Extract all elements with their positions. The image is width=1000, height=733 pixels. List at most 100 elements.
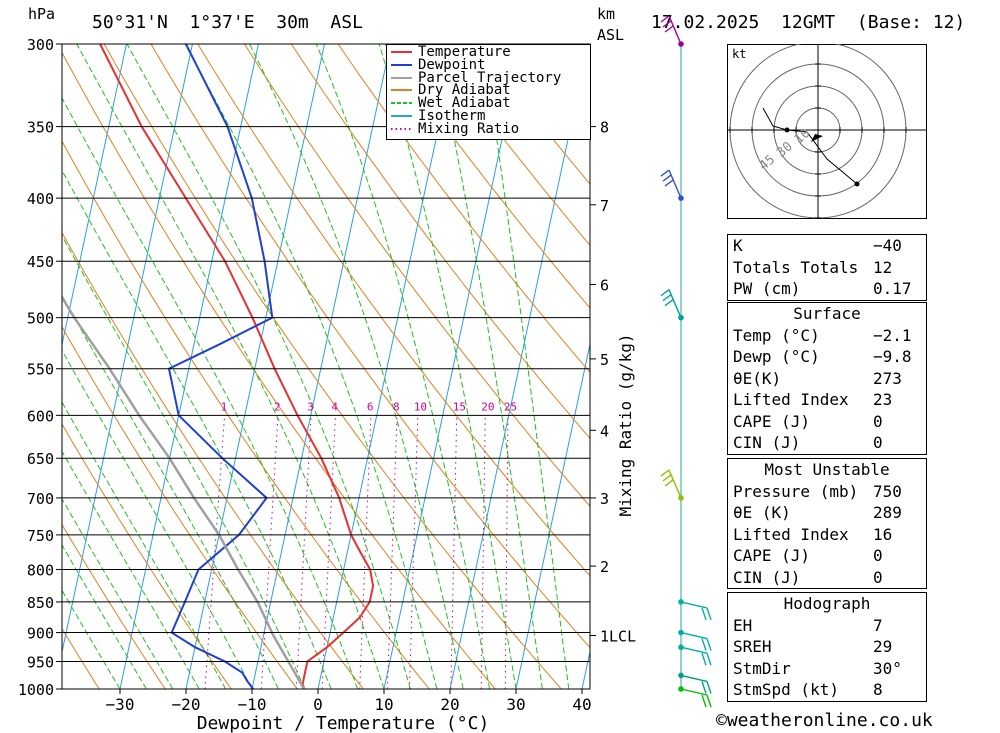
dry-adiabat-line [150, 44, 590, 649]
dewpoint-profile [167, 44, 274, 689]
legend-item: Isotherm [390, 108, 486, 124]
hodograph-frame [727, 44, 927, 219]
surface-title: Surface [793, 304, 861, 323]
index-row: K −40 [728, 235, 926, 257]
wind-barb-feather [701, 638, 707, 651]
wind-barb [680, 601, 712, 621]
index-key: Totals Totals [733, 257, 859, 277]
dry-adiabat-line [337, 44, 590, 374]
index-row: Pressure (mb) 750 [728, 481, 926, 503]
index-value: 750 [873, 481, 902, 501]
wind-barb-staff [668, 169, 682, 199]
legend-swatch [391, 63, 412, 66]
wet-adiabat-line [62, 544, 147, 689]
dry-adiabat-line [712, 44, 720, 689]
index-key: Lifted Index [733, 390, 849, 409]
hodograph-point [784, 127, 790, 133]
dry-adiabat-line [290, 44, 590, 440]
index-key: θE(K) [733, 368, 782, 388]
wind-barb-feather [664, 179, 674, 187]
index-value: 289 [873, 503, 902, 522]
legend-swatch [391, 102, 412, 105]
temperature-tick-label: 30 [506, 695, 525, 714]
pressure-tick-label: 1000 [18, 681, 54, 699]
asl-label: ASL [597, 26, 625, 44]
dry-adiabat-line [62, 140, 430, 689]
pressure-tick-label: 850 [27, 594, 54, 612]
mixing-ratio-label: 15 [453, 400, 466, 413]
legend-label: Isotherm [418, 108, 486, 124]
wet-adiabat-line [433, 44, 543, 689]
wind-barb-staff [668, 289, 682, 318]
altitude-tick-label: 6 [600, 277, 609, 295]
legend-swatch [391, 89, 412, 92]
mixing-ratio-label: 25 [504, 400, 517, 413]
pressure-tick-label: 600 [27, 407, 54, 425]
pressure-tick-label: 900 [27, 625, 54, 643]
wind-barb-feather [660, 289, 670, 297]
index-row: SREH 29 [728, 636, 926, 658]
temperature-tick-label: 40 [572, 695, 591, 714]
index-key: CAPE (J) [733, 411, 811, 431]
index-key: Pressure (mb) [733, 481, 859, 501]
header: hPa 50°31'N 1°37'E 30m ASL km ASL 17.02.… [0, 0, 1000, 44]
wind-barb-feather [662, 174, 672, 182]
wind-barb-feather [660, 15, 670, 23]
pressure-tick-label: 500 [27, 310, 54, 328]
legend-item: Temperature [390, 44, 511, 60]
wind-barb [660, 169, 682, 199]
legend-swatch [391, 51, 412, 53]
wind-barb-staff [680, 631, 708, 640]
wind-barb [660, 469, 682, 499]
most-unstable-title: Most Unstable [764, 460, 890, 479]
pressure-tick-label: 950 [27, 654, 54, 672]
wind-barb-staff [680, 601, 708, 609]
index-row: θE(K) 273 [728, 368, 926, 390]
pressure-tick-label: 750 [27, 527, 54, 545]
altitude-tick-label: 5 [600, 351, 609, 369]
index-key: StmSpd (kt) [733, 680, 839, 699]
legend-label: Temperature [418, 44, 511, 60]
wet-adiabat-line [481, 44, 570, 689]
index-row: PW (cm) 0.17 [728, 278, 926, 300]
index-key: PW (cm) [733, 279, 801, 298]
wind-barb-staff [668, 15, 682, 45]
footer-credit[interactable]: ©weatheronline.co.uk [716, 710, 933, 731]
legend-label: Dry Adiabat [418, 82, 511, 99]
wet-adiabat-line [62, 234, 306, 689]
index-row: CAPE (J) 0 [728, 545, 926, 567]
hodograph-unit: kt [732, 47, 746, 61]
x-axis-title: Dewpoint / Temperature (°C) [197, 713, 490, 733]
mixing-ratio-line [260, 415, 279, 689]
mixing-ratio-label: 20 [481, 400, 494, 413]
legend-item: Dry Adiabat [390, 82, 511, 99]
wind-barb-feather [664, 479, 674, 487]
wind-barb-feather [706, 607, 712, 621]
altitude-tick-label: 1LCL [600, 628, 636, 646]
wind-barb-feather [660, 169, 670, 177]
index-row: StmDir 30° [728, 658, 926, 680]
wind-barb-staff [668, 469, 682, 499]
index-key: Temp (°C) [733, 325, 820, 345]
wind-barb-feather [706, 694, 712, 708]
legend-swatch [391, 127, 412, 130]
parcel-trajectory-profile [62, 294, 306, 689]
dry-adiabat-line [571, 44, 590, 67]
pressure-tick-label: 350 [27, 119, 54, 137]
legend-swatch [391, 115, 412, 117]
most-unstable-panel: Most Unstable Pressure (mb) 750 θE (K) 289 L… [727, 458, 927, 589]
wet-adiabat-line [126, 44, 411, 689]
wind-barb [680, 631, 712, 651]
mixing-ratio-label: 2 [274, 400, 281, 413]
mixing-ratio-line [295, 415, 312, 689]
index-key: K [733, 236, 743, 255]
altitude-tick-label: 3 [600, 490, 609, 508]
index-key: CAPE (J) [733, 546, 811, 565]
wind-barb-feather [706, 638, 712, 651]
index-key: CIN (J) [733, 433, 801, 452]
index-key: Dewp (°C) [733, 347, 820, 366]
index-row: EH 7 [728, 615, 926, 637]
temperature-tick-label: −30 [106, 695, 135, 714]
wet-adiabat-line [62, 497, 174, 689]
legend-label: Mixing Ratio [418, 120, 520, 137]
